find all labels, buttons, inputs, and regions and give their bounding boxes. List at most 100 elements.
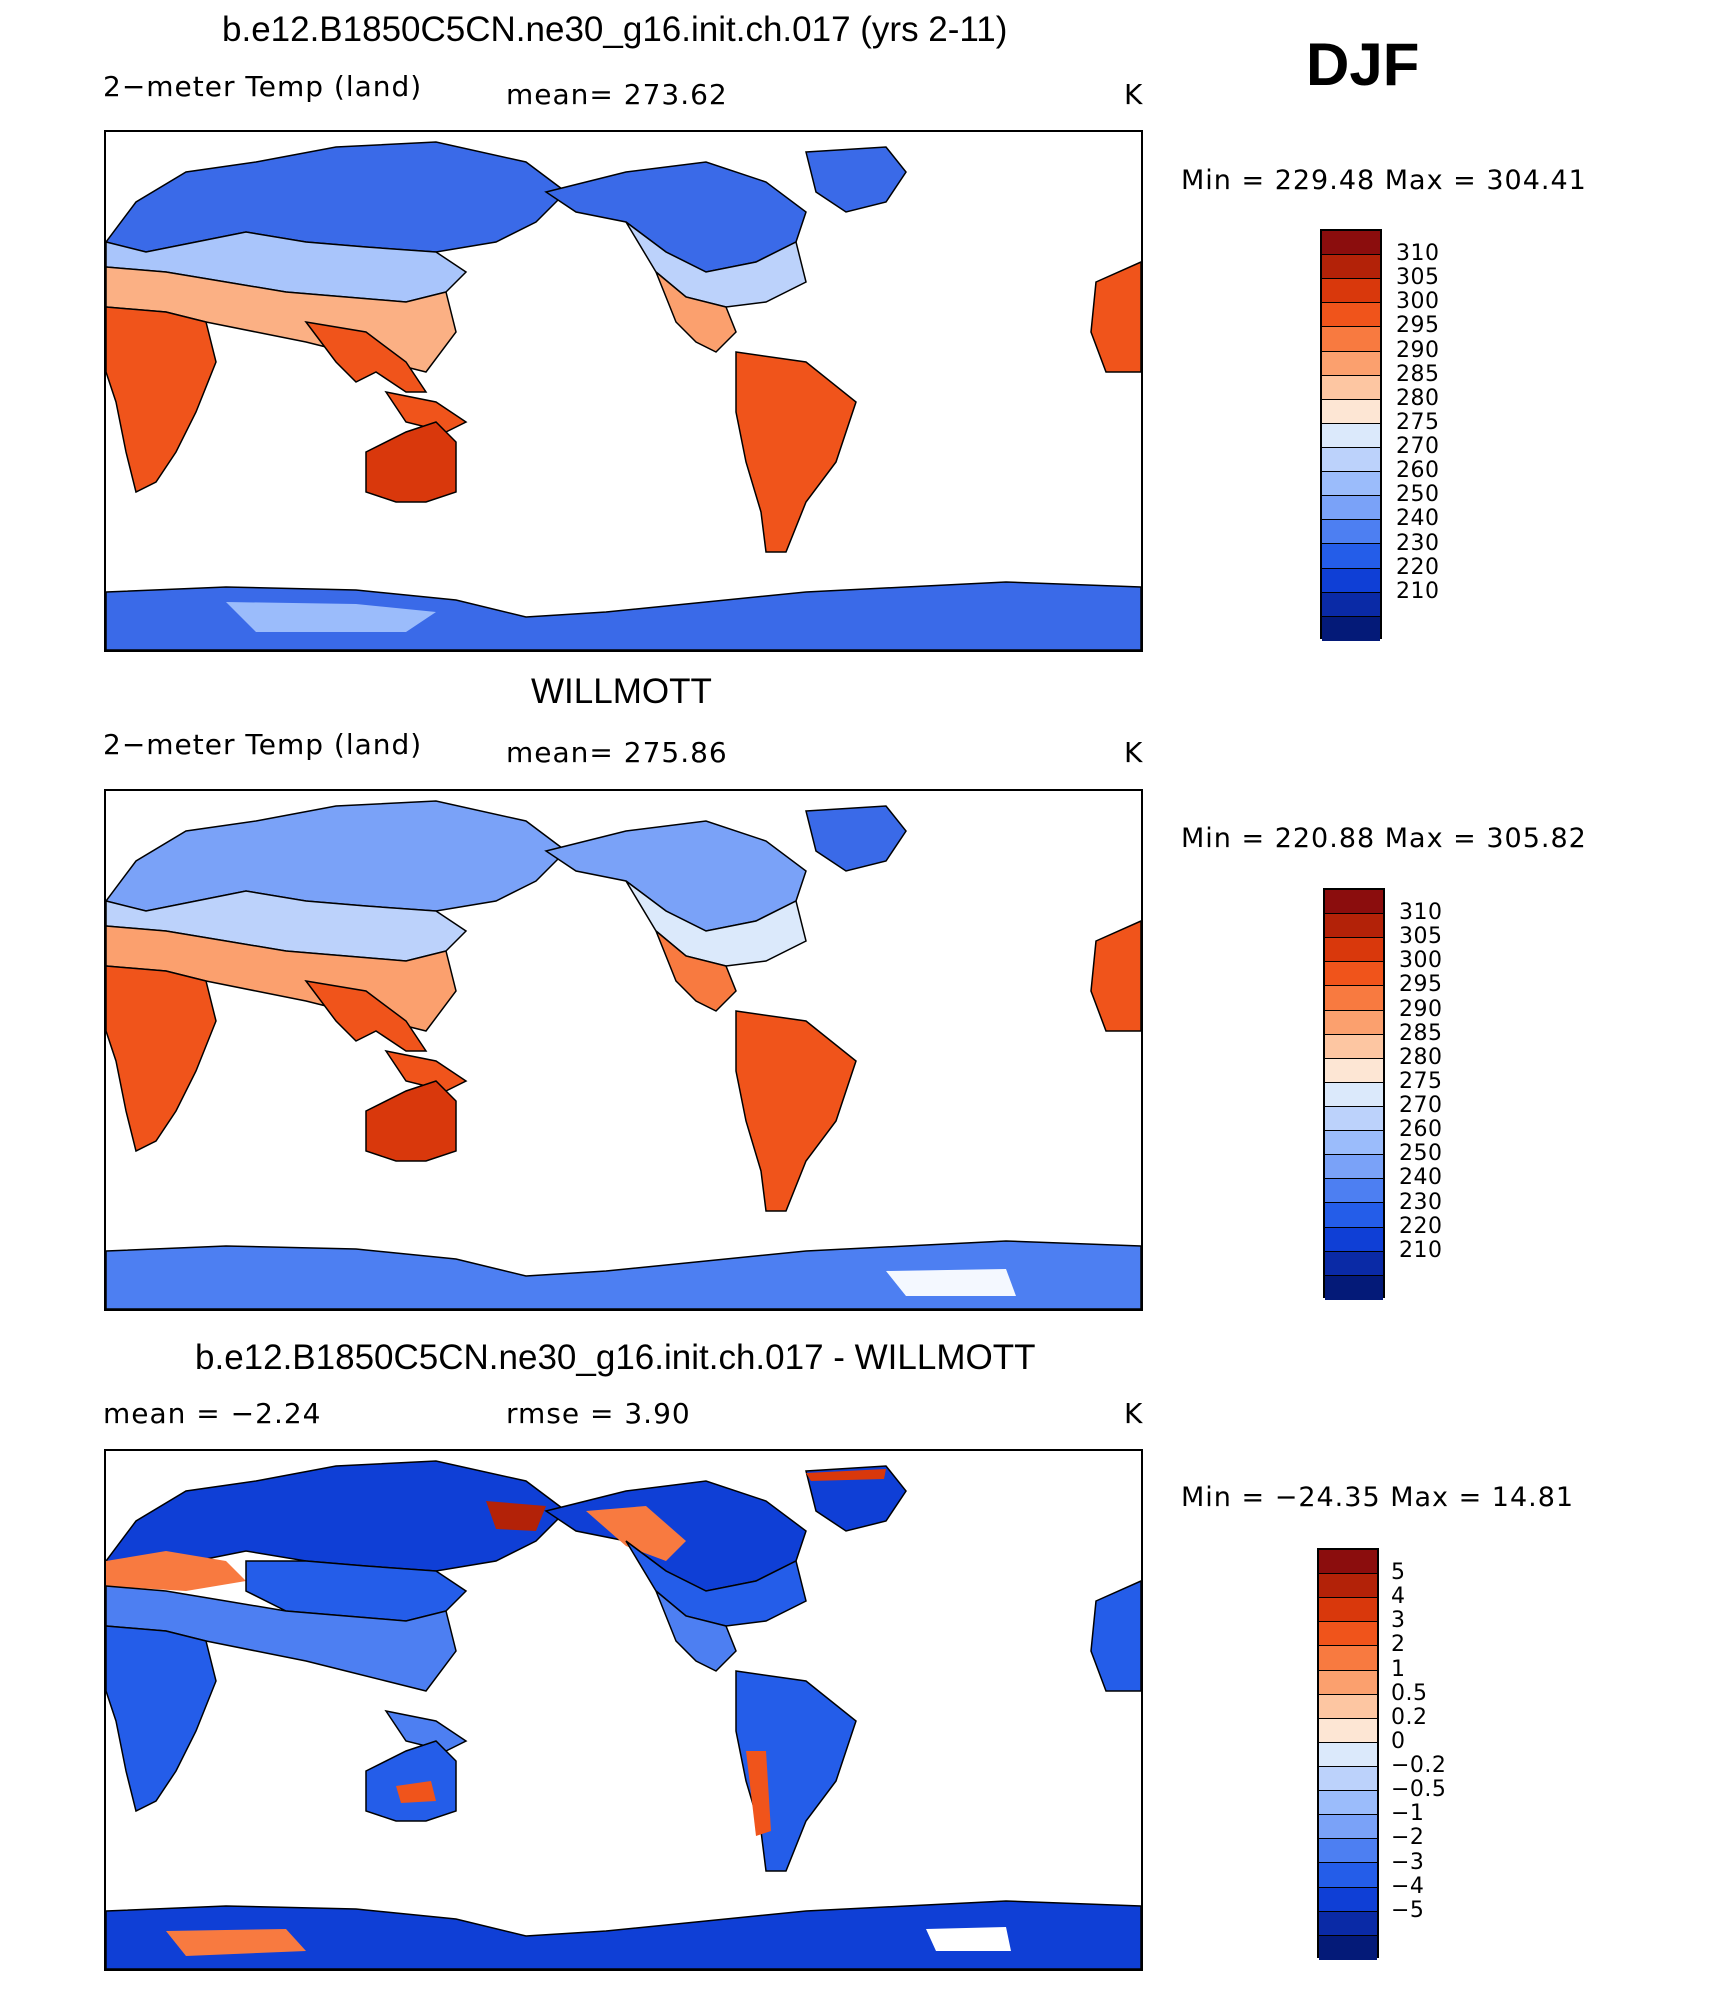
- colorbar-segment: [1325, 1251, 1383, 1276]
- colorbar-tick-label: 305: [1399, 924, 1443, 950]
- colorbar-segment: [1325, 1179, 1383, 1204]
- temperature-map: [104, 789, 1143, 1311]
- colorbar-segment: [1319, 1863, 1377, 1888]
- central-america: [655, 930, 737, 1012]
- colorbar-segment: [1319, 1839, 1377, 1864]
- colorbar-segment: [1325, 1058, 1383, 1083]
- colorbar-segment: [1322, 496, 1380, 521]
- colorbar-tick-label: −3: [1391, 1849, 1425, 1875]
- antarctica-warm: [166, 1929, 306, 1956]
- variable-label: 2−meter Temp (land): [103, 70, 423, 103]
- europe-warm: [106, 1551, 246, 1591]
- landmasses: [106, 800, 1141, 1309]
- units-label: K: [1124, 1397, 1144, 1430]
- eurasia-north: [106, 141, 568, 253]
- colorbar-segment: [1319, 1791, 1377, 1816]
- africa: [106, 306, 217, 494]
- colorbar-tick-label: 240: [1396, 506, 1440, 532]
- colorbar-tick-label: 230: [1399, 1189, 1443, 1215]
- colorbar-segment: [1325, 1082, 1383, 1107]
- antarctica: [106, 581, 1141, 650]
- colorbar-tick-label: 0: [1391, 1728, 1406, 1754]
- colorbar-tick-label: 4: [1391, 1584, 1406, 1610]
- colorbar-tick-label: 210: [1399, 1237, 1443, 1263]
- colorbar-segment: [1325, 986, 1383, 1011]
- australia: [365, 1740, 457, 1822]
- colorbar-tick-label: −2: [1391, 1825, 1425, 1851]
- mean-label: mean= 273.62: [506, 78, 728, 111]
- africa-west-edge: [1090, 1580, 1141, 1692]
- indonesia: [384, 390, 468, 433]
- africa: [106, 1625, 217, 1813]
- colorbar-tick-label: 290: [1396, 337, 1440, 363]
- colorbar-tick-label: 2: [1391, 1632, 1406, 1658]
- colorbar-tick-label: 0.5: [1391, 1680, 1428, 1706]
- colorbar-segment: [1325, 1106, 1383, 1132]
- australia: [365, 421, 457, 503]
- colorbar-segment: [1319, 1622, 1377, 1647]
- eurasia-north: [106, 800, 568, 912]
- north-america: [544, 820, 807, 932]
- colorbar-segment: [1322, 568, 1380, 593]
- greenland: [805, 146, 907, 213]
- antarctica-white: [886, 1269, 1016, 1296]
- colorbar-segment: [1325, 1131, 1383, 1156]
- colorbar-tick-label: −0.5: [1391, 1777, 1447, 1803]
- min-max-label: Min = 229.48 Max = 304.41: [1181, 165, 1587, 196]
- colorbar-segment: [1322, 327, 1380, 352]
- indonesia: [384, 1049, 468, 1092]
- colorbar-tick-label: 270: [1396, 434, 1440, 460]
- landmasses: [106, 141, 1141, 650]
- colorbar-tick-label: 300: [1399, 948, 1443, 974]
- colorbar-tick-label: 275: [1396, 409, 1440, 435]
- colorbar-segment: [1322, 231, 1380, 256]
- min-max-label: Min = −24.35 Max = 14.81: [1181, 1482, 1575, 1513]
- colorbar-tick-label: 305: [1396, 265, 1440, 291]
- colorbar-segment: [1319, 1766, 1377, 1792]
- greenland: [805, 805, 907, 872]
- colorbar-tick-label: 240: [1399, 1165, 1443, 1191]
- colorbar-segment: [1319, 1935, 1377, 1960]
- colorbar-tick-label: 220: [1396, 554, 1440, 580]
- colorbar-tick-label: 260: [1396, 458, 1440, 484]
- central-america: [655, 1590, 737, 1672]
- panel-title: WILLMOTT: [531, 672, 712, 711]
- colorbar-segment: [1319, 1887, 1377, 1912]
- colorbar-segment: [1325, 1275, 1383, 1300]
- colorbar-segment: [1322, 447, 1380, 473]
- colorbar-segment: [1322, 375, 1380, 400]
- australia-warm: [396, 1781, 436, 1803]
- colorbar-bars: [1317, 1548, 1379, 1960]
- alaska-warm: [586, 1506, 686, 1561]
- colorbar-segment: [1319, 1550, 1377, 1575]
- colorbar-segment: [1322, 544, 1380, 569]
- colorbar-segment: [1322, 616, 1380, 641]
- colorbar-tick-label: 260: [1399, 1117, 1443, 1143]
- units-label: K: [1124, 736, 1144, 769]
- greenland-warm: [806, 1469, 886, 1481]
- colorbar-segment: [1325, 1034, 1383, 1059]
- colorbar-tick-label: 285: [1399, 1020, 1443, 1046]
- greenland: [805, 1465, 907, 1532]
- colorbar-segment: [1322, 520, 1380, 545]
- colorbar-tick-label: 270: [1399, 1093, 1443, 1119]
- eurasia-north: [106, 1460, 568, 1572]
- antarctica-white: [926, 1927, 1011, 1951]
- colorbar-tick-label: 280: [1396, 385, 1440, 411]
- colorbar-tick-label: 300: [1396, 289, 1440, 315]
- central-america: [655, 271, 737, 353]
- panel-title: b.e12.B1850C5CN.ne30_g16.init.ch.017 - W…: [195, 1338, 1036, 1377]
- colorbar-segment: [1325, 1203, 1383, 1228]
- indonesia: [384, 1709, 468, 1752]
- india-se-asia: [304, 979, 428, 1052]
- rmse-label: rmse = 3.90: [506, 1397, 691, 1430]
- colorbar-segment: [1322, 351, 1380, 376]
- colorbar-tick-label: 295: [1396, 313, 1440, 339]
- colorbar-tick-label: 220: [1399, 1213, 1443, 1239]
- colorbar-tick-label: 0.2: [1391, 1704, 1428, 1730]
- colorbar-segment: [1319, 1646, 1377, 1671]
- map-svg: [106, 141, 1141, 650]
- africa-west-edge: [1090, 261, 1141, 373]
- colorbar-segment: [1319, 1670, 1377, 1695]
- colorbar-segment: [1319, 1911, 1377, 1936]
